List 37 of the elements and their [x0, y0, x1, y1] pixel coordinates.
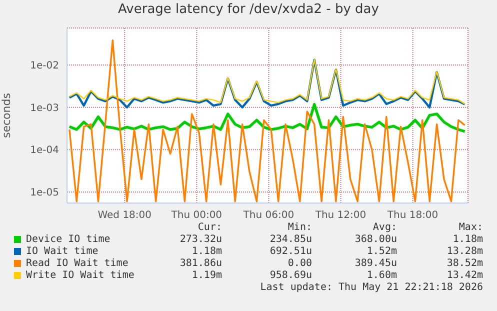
text: 958.69u: [268, 270, 312, 281]
legend-label: IO Wait time: [26, 246, 98, 257]
chart-title: Average latency for /dev/xvda2 - by day: [117, 2, 380, 17]
y-tick-label: 1e-04: [30, 145, 59, 156]
y-tick-label: 1e-02: [30, 60, 59, 72]
text: 368.00u: [354, 234, 397, 245]
text: 13.28m: [446, 246, 483, 257]
text: 0.00: [286, 258, 312, 269]
line-series: [68, 39, 466, 202]
text: 692.51u: [268, 246, 312, 257]
y-axis-title: seconds: [0, 92, 13, 138]
text: 273.32u: [178, 234, 222, 245]
text: 389.45u: [354, 258, 397, 269]
text: 13.42m: [446, 270, 483, 281]
text: Max:: [458, 222, 483, 233]
text: Last update: Thu May 21 22:21:18 2026: [259, 282, 483, 293]
text: 1.18m: [452, 234, 483, 245]
text: 381.86u: [178, 258, 222, 269]
legend-label: Read IO Wait time: [26, 258, 128, 269]
text: Avg:: [372, 222, 397, 233]
x-tick-label: Thu 00:00: [170, 210, 222, 222]
text: Min:: [286, 222, 312, 233]
y-tick-label: 1e-03: [30, 102, 59, 114]
text: 1.18m: [190, 246, 222, 257]
text: 38.52m: [446, 258, 483, 269]
x-tick-label: Thu 18:00: [386, 210, 438, 222]
x-tick-label: Wed 18:00: [98, 210, 152, 222]
x-tick-label: Thu 06:00: [242, 210, 294, 222]
x-tick-label: Thu 12:00: [314, 210, 366, 222]
text: 1.19m: [190, 270, 222, 281]
text: Cur:: [196, 222, 222, 233]
legend-label: Device IO time: [26, 234, 110, 245]
text: 234.85u: [268, 234, 312, 245]
legend-label: Write IO Wait time: [26, 270, 134, 281]
text: 1.60m: [366, 270, 397, 281]
text: 1.52m: [366, 246, 397, 257]
y-tick-label: 1e-05: [30, 188, 59, 199]
